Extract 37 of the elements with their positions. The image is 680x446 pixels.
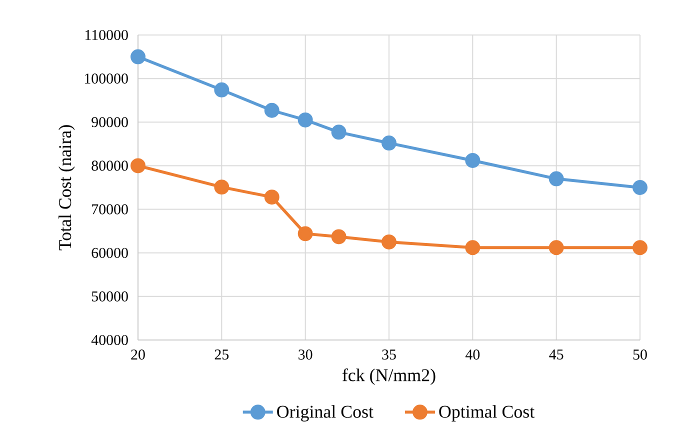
point [298, 112, 313, 128]
y-tick-label: 110000 [86, 30, 128, 40]
x-tick-label: 35 [382, 350, 396, 360]
x-axis-title: fck (N/mm2) [342, 368, 436, 385]
y-tick-label: 90000 [92, 117, 128, 128]
point [382, 136, 396, 151]
y-tick-label: 40000 [91, 334, 128, 346]
point [130, 158, 146, 174]
y-tick-label: 80000 [92, 160, 128, 171]
point [465, 240, 480, 256]
legend-label: Optimal Cost [439, 405, 535, 422]
y-tick-label: 70000 [92, 204, 128, 214]
x-tick-label: 40 [465, 350, 480, 360]
y-axis-title: Total Cost (naira) [58, 125, 75, 250]
point [632, 180, 648, 195]
point [264, 102, 280, 118]
point [548, 240, 564, 256]
x-tick-label: 45 [549, 350, 564, 360]
x-tick-label: 30 [298, 350, 312, 360]
point [214, 82, 230, 98]
point [465, 152, 480, 168]
point [382, 234, 396, 250]
x-tick-label: 25 [214, 350, 229, 360]
x-tick-label: 20 [131, 350, 145, 360]
point [214, 180, 230, 195]
x-tick-label: 50 [633, 350, 647, 360]
point [331, 229, 346, 244]
point [264, 190, 280, 205]
point [331, 124, 346, 140]
point [298, 226, 313, 242]
point [632, 240, 648, 256]
point [130, 49, 146, 64]
point [548, 171, 564, 186]
y-tick-label: 50000 [92, 291, 128, 302]
y-tick-label: 60000 [92, 248, 128, 258]
y-tick-label: 100000 [84, 74, 128, 84]
legend-label: Original Cost [277, 405, 374, 422]
